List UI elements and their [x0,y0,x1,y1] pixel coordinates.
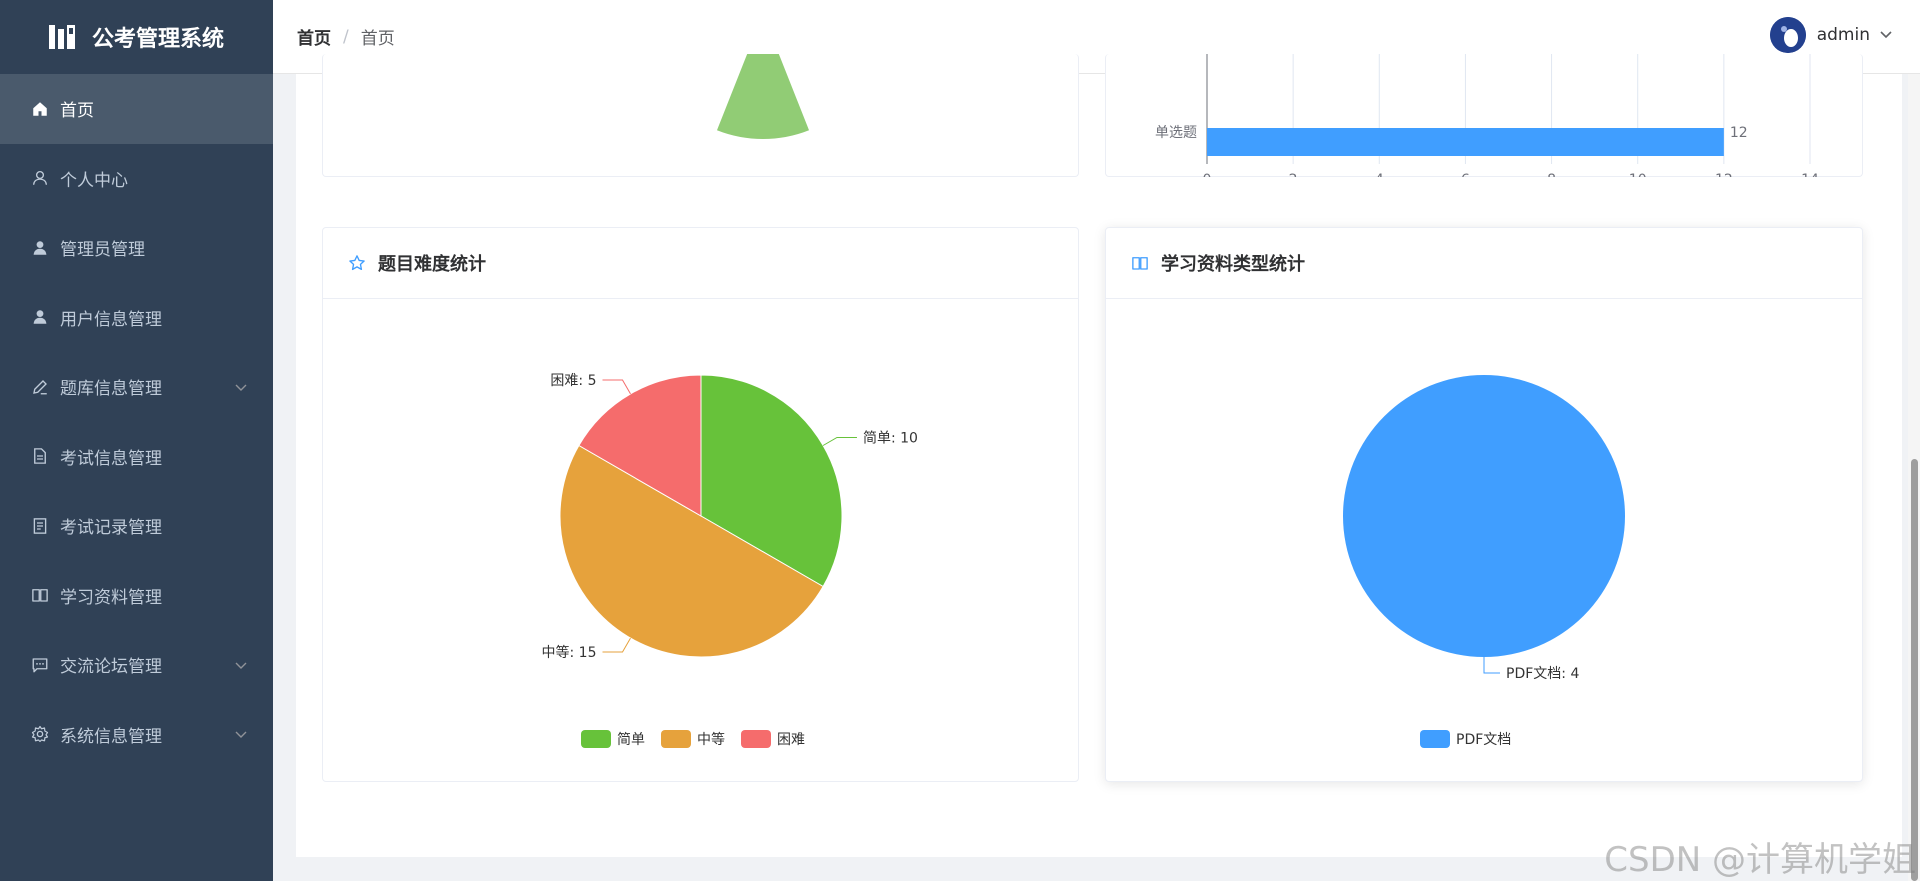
user-icon [30,238,50,258]
user-icon [30,307,50,327]
legend-swatch [741,730,771,748]
sidebar: 公考管理系统 首页个人中心管理员管理用户信息管理 题库信息管理 考试信息管理 考试记录… [0,0,273,881]
sidebar-item-label: 系统信息管理 [60,726,162,747]
logo-icon [48,24,76,50]
app-title: 公考管理系统 [92,27,225,52]
notebook-icon [30,516,50,536]
breadcrumb: 首页 / 首页 [297,24,395,50]
sidebar-item-label: 首页 [60,101,94,122]
legend-label: PDF文档 [1456,732,1511,748]
sidebar-item-1[interactable]: 个人中心 [0,144,273,214]
legend-item[interactable]: 简单 [581,730,645,748]
top-right-card: 0 2 4 6 8 10 12 14 单选题 12 [1105,54,1863,188]
sidebar-item-6[interactable]: 考试记录管理 [0,491,273,561]
pie-slice[interactable] [559,444,824,658]
breadcrumb-current: 首页 [360,29,395,49]
difficulty-card-header: 题目难度统计 [323,228,1078,299]
x-tick-label: 14 [1801,172,1819,177]
pie-data-label: 中等: 15 [542,644,597,661]
material-card-title: 学习资料类型统计 [1161,254,1305,275]
label-leader-line [1483,657,1500,674]
sidebar-item-7[interactable]: 学习资料管理 [0,561,273,631]
avatar [1769,17,1806,53]
legend-item[interactable]: 中等 [661,730,725,748]
user-name: admin [1816,25,1870,45]
brand[interactable]: 公考管理系统 [0,0,273,74]
sidebar-item-label: 学习资料管理 [60,587,162,608]
y-category-label: 单选题 [1155,125,1197,141]
legend-label: 中等 [697,731,725,748]
material-pie-chart: PDF文档: 4 PDF文档 [1343,375,1625,748]
label-leader-line [602,379,631,395]
star-icon [348,254,366,272]
sidebar-item-0[interactable]: 首页 [0,74,273,144]
top-left-card [322,14,1079,177]
legend-item[interactable]: 困难 [741,730,805,748]
sidebar-item-label: 个人中心 [60,170,128,191]
sidebar-item-2[interactable]: 管理员管理 [0,213,273,283]
difficulty-pie-chart: 简单: 10 中等: 15 困难: 5 简单 中等 困难 [542,373,918,748]
breadcrumb-home[interactable]: 首页 [297,29,331,49]
bar-value-label: 12 [1730,125,1748,141]
material-card-header: 学习资料类型统计 [1106,228,1862,299]
sidebar-item-4[interactable]: 题库信息管理 [0,352,273,422]
edit-icon [30,377,50,397]
sidebar-item-label: 用户信息管理 [60,309,162,330]
sidebar-item-label: 交流论坛管理 [60,657,162,678]
sidebar-item-label: 考试记录管理 [60,518,162,539]
label-leader-line [822,437,857,446]
legend-swatch [581,730,611,748]
pie-data-label: 困难: 5 [550,373,596,389]
chevron-down-icon [1880,31,1892,39]
x-tick-label: 6 [1461,172,1470,177]
x-tick-label: 12 [1715,172,1733,177]
difficulty-card: 题目难度统计 简单: 10 中等: 15 困难: 5 简单 中等 困难 [322,227,1079,782]
chevron-down-icon [235,377,247,397]
top-bar-chart: 0 2 4 6 8 10 12 14 单选题 12 [1155,54,1819,188]
x-tick-label: 4 [1375,172,1384,177]
main-content: 0 2 4 6 8 10 12 14 单选题 12 题目难度统计 简单: 10 中等: 15 困难: … [296,14,1902,857]
x-tick-label: 10 [1629,172,1647,177]
page-scrollbar[interactable] [1908,74,1920,881]
difficulty-card-title: 题目难度统计 [378,254,486,275]
pie-slice[interactable] [578,374,702,517]
label-leader-line [602,637,631,653]
chat-icon [30,655,50,675]
home-icon [30,99,50,119]
legend-swatch [661,730,691,748]
x-tick-label: 8 [1547,172,1556,177]
pie-data-label: 简单: 10 [863,430,918,447]
x-tick-label: 2 [1289,172,1298,177]
pie-slice[interactable] [1343,375,1625,657]
sidebar-menu: 首页个人中心管理员管理用户信息管理 题库信息管理 考试信息管理 考试记录管理 学习资料管… [0,74,273,769]
chevron-down-icon [235,724,247,744]
pie-data-label: PDF文档: 4 [1506,666,1579,682]
document-icon [30,446,50,466]
sidebar-item-label: 题库信息管理 [60,379,162,400]
gear-icon [30,724,50,744]
sidebar-item-label: 管理员管理 [60,240,145,261]
book-icon [1131,254,1149,272]
legend-label: 困难 [777,732,805,748]
user-outline-icon [30,168,50,188]
user-dropdown[interactable]: admin [1769,17,1892,53]
sidebar-item-8[interactable]: 交流论坛管理 [0,630,273,700]
x-tick-label: 0 [1203,172,1212,177]
legend-item[interactable]: PDF文档 [1420,730,1511,748]
material-card: 学习资料类型统计 PDF文档: 4 PDF文档 [1105,227,1863,782]
book-icon [30,585,50,605]
top-pie-remnant [716,14,810,139]
sidebar-item-3[interactable]: 用户信息管理 [0,283,273,353]
sidebar-item-9[interactable]: 系统信息管理 [0,700,273,770]
bar [1207,128,1724,156]
sidebar-item-5[interactable]: 考试信息管理 [0,422,273,492]
chevron-down-icon [235,655,247,675]
legend-swatch [1420,730,1450,748]
breadcrumb-separator: / [343,26,349,47]
legend-label: 简单 [617,731,645,748]
sidebar-item-label: 考试信息管理 [60,448,162,469]
watermark: CSDN @计算机学姐 [1604,840,1916,880]
scrollbar-thumb[interactable] [1911,459,1918,881]
